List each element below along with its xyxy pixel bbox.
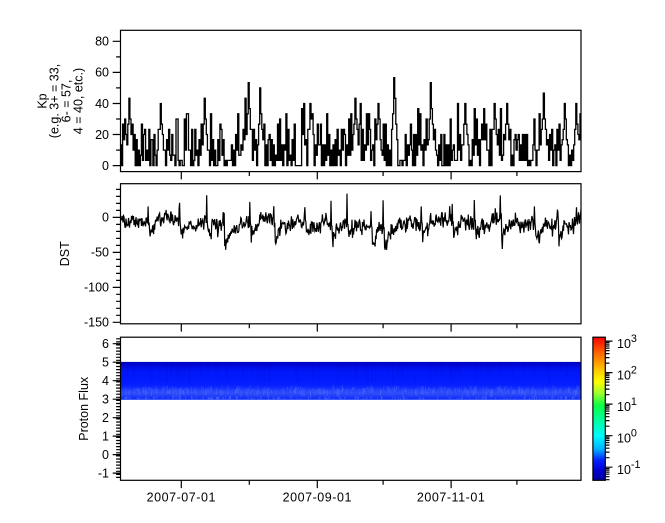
svg-text:1: 1 — [102, 429, 109, 443]
svg-text:DST: DST — [58, 241, 72, 266]
svg-text:4 = 40, etc.): 4 = 40, etc.) — [72, 68, 86, 134]
svg-text:0: 0 — [102, 159, 109, 173]
svg-text:2007-07-01: 2007-07-01 — [147, 491, 216, 505]
svg-text:0: 0 — [102, 211, 109, 225]
svg-text:6- = 57,: 6- = 57, — [60, 80, 74, 123]
svg-text:2: 2 — [102, 411, 109, 425]
svg-text:2007-09-01: 2007-09-01 — [283, 491, 352, 505]
svg-text:-150: -150 — [84, 316, 109, 330]
svg-text:(e.g. 3+ = 33,: (e.g. 3+ = 33, — [48, 64, 62, 138]
svg-text:4: 4 — [102, 374, 109, 388]
svg-text:Proton Flux: Proton Flux — [77, 376, 91, 441]
svg-text:6: 6 — [102, 337, 109, 351]
svg-text:-100: -100 — [84, 281, 109, 295]
svg-text:20: 20 — [95, 128, 109, 142]
svg-text:2007-11-01: 2007-11-01 — [417, 491, 486, 505]
svg-text:0: 0 — [102, 448, 109, 462]
svg-text:80: 80 — [95, 35, 109, 49]
svg-text:Kp: Kp — [36, 93, 50, 108]
svg-text:5: 5 — [102, 356, 109, 370]
svg-text:60: 60 — [95, 66, 109, 80]
svg-text:3: 3 — [102, 393, 109, 407]
svg-text:-50: -50 — [91, 246, 109, 260]
svg-text:40: 40 — [95, 97, 109, 111]
svg-text:-1: -1 — [98, 466, 109, 480]
